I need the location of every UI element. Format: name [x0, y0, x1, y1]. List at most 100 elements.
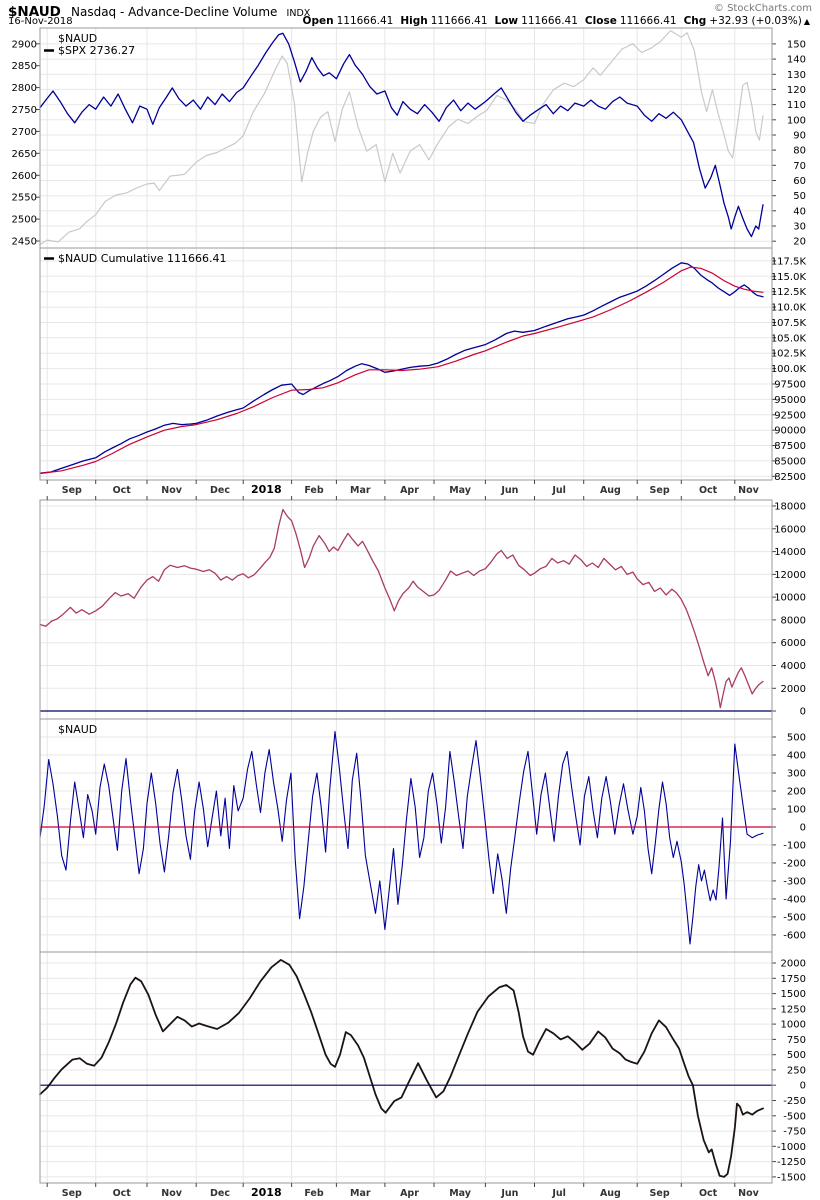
right-axis-tick-label: 105.0K [771, 333, 807, 344]
panel-oscillator: 500 400 300 200 100 0 -100 -200 -300 -400 -500 -600… [39, 719, 806, 952]
quote-summary: Open 111666.41 High 111666.41 Low 111666.41 Cl… [296, 15, 810, 27]
right-axis-tick-label: 2000 [781, 684, 806, 695]
month-label: Nov [738, 485, 759, 496]
right-axis-tick-label: 18000 [774, 502, 806, 513]
legend-label: $NAUD [58, 723, 97, 736]
right-axis-tick-label: 400 [787, 751, 806, 762]
month-label: Oct [699, 1188, 718, 1199]
month-label: Mar [350, 1188, 371, 1199]
month-label: Jul [551, 485, 566, 496]
right-axis-tick-label: 40 [793, 206, 806, 217]
month-label: May [449, 485, 472, 496]
right-axis-tick-label: 60 [793, 176, 806, 187]
spx [39, 30, 764, 246]
month-label: Oct [113, 1188, 132, 1199]
symbol-name: Nasdaq - Advance-Decline Volume [71, 5, 278, 19]
right-axis-tick-label: 100 [787, 115, 806, 126]
right-axis-tick-label: 1750 [781, 974, 806, 985]
legend-label: $SPX 2736.27 [58, 44, 135, 57]
naud [39, 32, 764, 238]
cumulative-ma [39, 266, 764, 475]
right-axis-tick-label: 0 [800, 1081, 806, 1092]
left-axis-tick-label: 2500 [12, 215, 37, 226]
right-axis-tick-label: -400 [783, 894, 806, 905]
left-axis-tick-label: 2550 [12, 193, 37, 204]
right-axis-tick-label: 16000 [774, 524, 806, 535]
right-axis-tick-label: -500 [783, 912, 806, 923]
high-value: 111666.41 [430, 15, 488, 27]
month-label: Apr [400, 485, 419, 496]
month-label: Sep [62, 485, 82, 496]
chg-label: Chg [683, 15, 707, 27]
right-axis-tick-label: 80 [793, 146, 806, 157]
month-label: Nov [161, 1188, 182, 1199]
left-axis-tick-label: 2700 [12, 127, 37, 138]
open-value: 111666.41 [336, 15, 394, 27]
right-axis-tick-label: 120 [787, 85, 806, 96]
month-label: 2018 [251, 1186, 282, 1199]
panel-border [39, 27, 773, 481]
panel-cumulative: 117.5K 115.0K 112.5K 110.0K 107.5K 105.0K 102.… [39, 248, 807, 483]
month-label: Feb [304, 1188, 324, 1199]
right-axis-tick-label: 100 [787, 805, 806, 816]
right-axis-tick-label: -200 [783, 858, 806, 869]
right-axis-tick-label: 12000 [774, 570, 806, 581]
legend-label: $NAUD Cumulative 111666.41 [58, 252, 227, 265]
up-triangle-icon: ▲ [803, 17, 810, 26]
x-axis-strip: Sep Oct Nov Dec 2018 Feb Mar Apr May Jun Jul Aug Sep… [46, 1183, 760, 1199]
right-axis-tick-label: 8000 [781, 615, 806, 626]
month-label: Sep [62, 1188, 82, 1199]
right-axis-tick-label: 2000 [781, 959, 806, 970]
right-axis-tick-label: 97500 [774, 380, 806, 391]
right-axis-tick-label: 750 [787, 1035, 806, 1046]
right-axis-tick-label: 150 [787, 39, 806, 50]
month-label: Sep [650, 1188, 670, 1199]
month-label: Oct [113, 485, 132, 496]
legend-label: $NAUD [58, 32, 97, 45]
title-row: $NAUD Nasdaq - Advance-Decline Volume IN… [8, 1, 310, 20]
chart-date: 16-Nov-2018 [8, 16, 73, 27]
right-axis-tick-label: 92500 [774, 410, 806, 421]
right-axis-tick-label: 500 [787, 1050, 806, 1061]
month-label: Jun [500, 485, 518, 496]
low-label: Low [494, 15, 519, 27]
summation-line [39, 959, 764, 1178]
cumulative-line [39, 262, 764, 474]
month-label: Jul [551, 1188, 566, 1199]
panel-advdec-volume: 18000 16000 14000 12000 10000 8000 6000 4000 200… [39, 500, 806, 719]
month-label: Feb [304, 485, 324, 496]
right-axis-tick-label: 20 [793, 237, 806, 248]
month-label: Dec [210, 1188, 230, 1199]
right-axis-tick-label: 110.0K [771, 303, 807, 314]
right-axis-tick-label: 100.0K [771, 364, 807, 375]
stockcharts-watermark: © StockCharts.com [713, 3, 812, 14]
left-axis-tick-label: 2650 [12, 149, 37, 160]
panel-summation: 2000 1750 1500 1250 1000 750 500 250 0 -250 -500 -7… [39, 952, 806, 1183]
right-axis-tick-label: 500 [787, 733, 806, 744]
right-axis-tick-label: 112.5K [771, 287, 807, 298]
right-axis-tick-label: -250 [783, 1096, 806, 1107]
right-axis-tick-label: -100 [783, 840, 806, 851]
month-label: May [449, 1188, 472, 1199]
right-axis-tick-label: -300 [783, 876, 806, 887]
right-axis-tick-label: 1500 [781, 989, 806, 1000]
month-label: Dec [210, 485, 230, 496]
close-label: Close [584, 15, 617, 27]
month-label: Apr [400, 1188, 419, 1199]
chart-header: $NAUD Nasdaq - Advance-Decline Volume IN… [0, 0, 820, 28]
right-axis-tick-label: 14000 [774, 547, 806, 558]
left-axis-tick-label: 2600 [12, 171, 37, 182]
right-axis-tick-label: -500 [783, 1111, 806, 1122]
right-axis-tick-label: -600 [783, 930, 806, 941]
right-axis-tick-label: 10000 [774, 593, 806, 604]
right-axis-tick-label: 82500 [774, 472, 806, 483]
month-label: Nov [738, 1188, 759, 1199]
month-label: Sep [650, 485, 670, 496]
right-axis-tick-label: 87500 [774, 441, 806, 452]
right-axis-tick-label: 117.5K [771, 256, 807, 267]
high-label: High [400, 15, 428, 27]
panel-border [39, 499, 773, 1184]
right-axis-tick-label: 95000 [774, 395, 806, 406]
